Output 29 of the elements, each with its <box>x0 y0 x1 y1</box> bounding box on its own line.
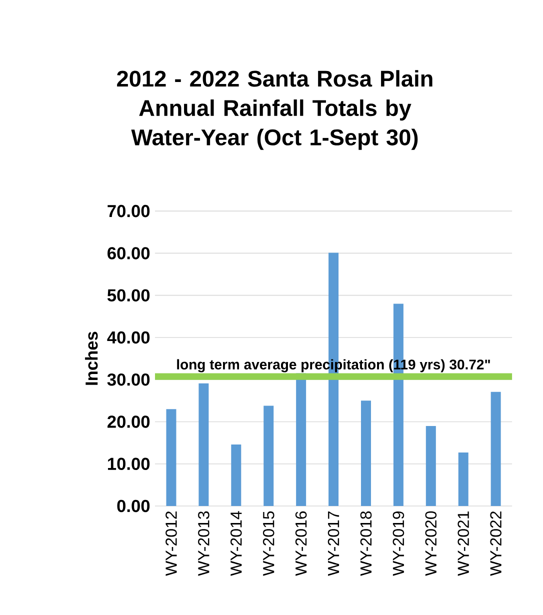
x-tick-label: WY-2016 <box>295 511 307 576</box>
y-axis-title: Inches <box>85 332 98 385</box>
x-tick-label: WY-2022 <box>490 512 502 576</box>
y-tick-label: 60.00 <box>108 247 150 260</box>
x-tick-label: WY-2021 <box>458 511 470 576</box>
bar <box>360 400 371 506</box>
y-tick-label: 30.00 <box>107 373 150 386</box>
y-tick-label: 40.00 <box>107 331 150 344</box>
y-tick-label: 50.00 <box>107 289 150 302</box>
x-tick-label: WY-2018 <box>360 511 372 576</box>
x-tick-label: WY-2014 <box>230 511 242 576</box>
bar <box>166 409 176 506</box>
y-tick-label: 20.00 <box>108 416 150 428</box>
y-tick-label: 0.00 <box>117 500 150 512</box>
bar <box>198 383 209 506</box>
x-tick-label: WY-2012 <box>166 512 177 576</box>
bar <box>490 392 501 506</box>
x-tick-label: WY-2015 <box>262 511 274 576</box>
bar <box>231 444 242 506</box>
x-tick-label: WY-2019 <box>392 511 404 576</box>
y-tick-label: 70.00 <box>108 204 150 218</box>
x-tick-label: WY-2013 <box>198 511 210 576</box>
y-tick-label: 10.00 <box>108 458 150 470</box>
bar <box>426 426 436 506</box>
bar <box>458 452 468 506</box>
chart-title: 2012 - 2022 Santa Rosa Plain Annual Rainfall Totals by Water-Year (Oct 1-Sept 30) <box>117 70 432 150</box>
x-tick-label: WY-2017 <box>328 512 340 576</box>
bar <box>264 406 274 506</box>
x-tick-label: WY-2020 <box>425 511 437 576</box>
